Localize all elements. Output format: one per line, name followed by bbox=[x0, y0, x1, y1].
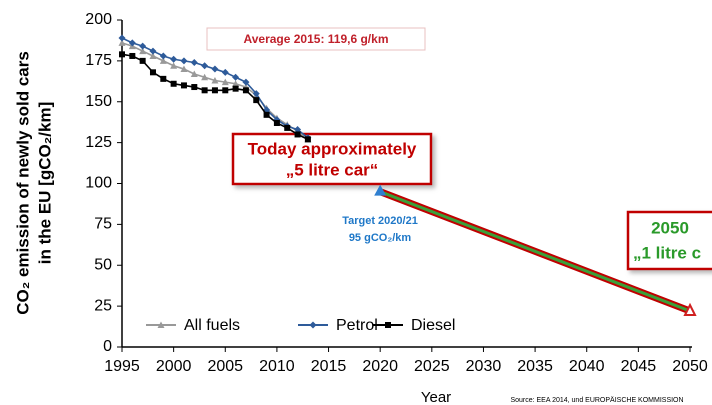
goal-label: 2050 bbox=[651, 218, 689, 237]
target-marker bbox=[374, 184, 387, 196]
y-axis-title: CO₂ emission of newly sold cars in the E… bbox=[13, 51, 54, 315]
marker-square bbox=[160, 75, 167, 82]
marker-diamond bbox=[242, 78, 250, 86]
marker-square bbox=[180, 82, 187, 89]
marker-square bbox=[263, 111, 270, 118]
x-tick-label: 2005 bbox=[207, 358, 243, 375]
x-tick-label: 2025 bbox=[414, 358, 450, 375]
marker-square bbox=[139, 57, 146, 64]
legend-marker bbox=[385, 322, 391, 328]
goal-group: 2050 „1 litre c bbox=[626, 210, 712, 271]
marker-triangle bbox=[211, 76, 219, 84]
marker-square bbox=[129, 52, 136, 59]
marker-diamond bbox=[149, 47, 157, 55]
marker-diamond bbox=[294, 126, 302, 134]
y-label-line: CO₂ emission of newly sold cars bbox=[13, 51, 32, 315]
x-tick-label: 2035 bbox=[517, 358, 553, 375]
legend-label: Petrol bbox=[336, 317, 378, 334]
goal-box bbox=[626, 210, 712, 271]
marker-square bbox=[284, 124, 291, 131]
marker-diamond bbox=[232, 73, 240, 81]
y-tick-label: 150 bbox=[85, 93, 112, 110]
y-tick-label: 0 bbox=[103, 338, 112, 355]
x-axis-title: Year bbox=[421, 389, 451, 405]
marker-triangle bbox=[232, 80, 240, 87]
marker-square bbox=[273, 120, 280, 127]
x-tick-label: 2020 bbox=[362, 358, 398, 375]
today-label: „5 litre car“ bbox=[286, 160, 379, 179]
marker-square bbox=[170, 80, 177, 87]
y-tick-label: 25 bbox=[94, 297, 112, 314]
legend-label: All fuels bbox=[184, 317, 240, 334]
marker-triangle bbox=[139, 47, 147, 55]
marker-square bbox=[119, 51, 125, 58]
marker-square bbox=[222, 87, 229, 94]
marker-square bbox=[211, 87, 218, 94]
marker-diamond bbox=[201, 62, 209, 70]
y-tick-label: 75 bbox=[94, 216, 112, 233]
x-tick-label: 2040 bbox=[569, 358, 605, 375]
y-tick-label: 125 bbox=[85, 134, 112, 151]
target-label: Target 2020/21 bbox=[342, 215, 418, 227]
goal-marker bbox=[683, 302, 697, 317]
x-tick-label: 2015 bbox=[311, 358, 347, 375]
y-tick-label: 50 bbox=[94, 256, 112, 273]
x-tick-label: 2000 bbox=[156, 358, 192, 375]
average-box bbox=[206, 27, 426, 51]
marker-diamond bbox=[118, 34, 126, 42]
marker-diamond bbox=[180, 57, 188, 65]
marker-triangle bbox=[170, 62, 178, 69]
marker-diamond bbox=[139, 42, 147, 50]
x-tick-label: 2050 bbox=[672, 358, 708, 375]
marker-square bbox=[201, 87, 208, 94]
marker-triangle bbox=[180, 65, 188, 73]
y-label-line: in the EU [gCO₂/km] bbox=[35, 102, 54, 264]
marker-triangle bbox=[118, 39, 126, 46]
x-tick-label: 2010 bbox=[259, 358, 295, 375]
marker-square bbox=[294, 131, 301, 138]
marker-triangle bbox=[149, 52, 157, 59]
today-label: Today approximately bbox=[248, 139, 417, 158]
marker-square bbox=[253, 97, 260, 104]
marker-diamond bbox=[170, 55, 178, 63]
arrow-core bbox=[379, 190, 691, 313]
x-tick-label: 2045 bbox=[621, 358, 657, 375]
marker-square bbox=[242, 87, 249, 94]
target-label: 95 gCO₂/km bbox=[349, 232, 412, 244]
marker-diamond bbox=[221, 68, 229, 76]
legend-marker bbox=[157, 321, 165, 328]
marker-triangle bbox=[221, 78, 229, 86]
source: Source: EEA 2014, und EUROPÄISCHE KOMMIS… bbox=[510, 396, 683, 404]
marker-diamond bbox=[159, 52, 167, 60]
marker-triangle bbox=[159, 57, 167, 64]
marker-diamond bbox=[211, 65, 219, 73]
y-tick-label: 100 bbox=[85, 175, 112, 192]
y-tick-label: 200 bbox=[85, 11, 112, 28]
marker-diamond bbox=[190, 59, 198, 67]
y-tick-label: 175 bbox=[85, 52, 112, 69]
marker-square bbox=[149, 69, 156, 76]
x-tick-label: 2030 bbox=[466, 358, 502, 375]
legend-label: Diesel bbox=[411, 317, 455, 334]
marker-square bbox=[191, 84, 198, 91]
marker-diamond bbox=[128, 39, 136, 47]
x-tick-label: 1995 bbox=[104, 358, 140, 375]
goal-label: „1 litre c bbox=[633, 243, 701, 262]
marker-square bbox=[304, 136, 311, 143]
marker-triangle bbox=[201, 73, 209, 81]
today-box bbox=[231, 132, 433, 186]
marker-triangle bbox=[190, 70, 198, 77]
average-label: Average 2015: 119,6 g/km bbox=[244, 32, 389, 46]
marker-square bbox=[232, 85, 239, 92]
legend-marker bbox=[309, 321, 317, 329]
marker-diamond bbox=[252, 90, 260, 98]
